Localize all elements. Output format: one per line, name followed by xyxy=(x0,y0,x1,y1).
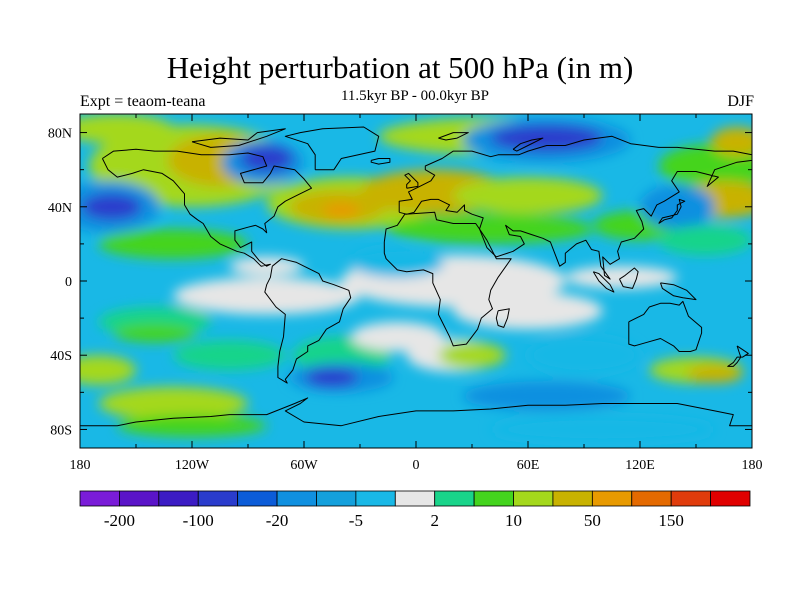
field-region-aus-high-core xyxy=(686,364,743,384)
colorbar-label: -5 xyxy=(349,511,363,530)
field-region-asia-ridge xyxy=(453,177,603,215)
coastline-arctic-islands xyxy=(191,128,286,148)
field-region-chukchi-high xyxy=(710,126,752,157)
colorbar-swatch xyxy=(670,490,711,507)
coastline-madagascar xyxy=(495,308,510,328)
coastline-new-zealand xyxy=(727,345,749,367)
colorbar-label: 2 xyxy=(430,511,439,530)
colorbar-swatch xyxy=(197,490,239,507)
coastline-uk xyxy=(404,172,419,189)
lat-tick-label: 80S xyxy=(50,423,72,438)
coastline-novaya-zemlya xyxy=(512,137,544,152)
field-region-antarctic-ridge-band xyxy=(117,414,267,437)
coastline-antarctica xyxy=(80,397,752,427)
lat-tick-label: 40S xyxy=(50,349,72,364)
season-label: DJF xyxy=(727,93,754,110)
field-region-tropic-neutral-sa xyxy=(173,277,360,315)
field-region-spac-high xyxy=(80,355,136,385)
lat-tick-label: 0 xyxy=(65,275,72,290)
colorbar-swatch xyxy=(710,490,751,507)
field-region-indian-neutral xyxy=(453,292,603,330)
field-region-subtropic-band-pacific xyxy=(98,229,249,259)
field-region-sp-band-1b xyxy=(113,323,196,343)
coastline-svalbard xyxy=(438,132,469,141)
axis-ticks: 180 120W 60W 0 60E 120E 180 80N 40N 0 40S 80S xyxy=(48,114,763,473)
coastline-iceland xyxy=(370,158,391,165)
field-region-sio-weak xyxy=(528,336,640,374)
lat-tick-label: 80N xyxy=(48,127,72,142)
colorbar-swatch xyxy=(158,490,199,507)
lon-tick-label: 60E xyxy=(517,458,540,473)
colorbar-label: -100 xyxy=(183,511,214,530)
field-region-atlantic-high-core xyxy=(322,203,361,218)
field-region-pacific-low-core xyxy=(81,193,142,220)
colorbar-swatch xyxy=(316,490,357,507)
lon-tick-label: 60W xyxy=(290,458,318,473)
colorbar-swatch xyxy=(591,490,633,507)
coastline-greenland xyxy=(284,126,380,171)
colorbar-label: -20 xyxy=(266,511,289,530)
field-region-sp-band-2 xyxy=(173,340,286,371)
lon-tick-label: 120E xyxy=(625,458,655,473)
colorbar-swatch xyxy=(237,490,278,507)
lon-tick-label: 180 xyxy=(70,458,91,473)
coastline-japan xyxy=(658,198,686,224)
colorbar-swatch xyxy=(79,490,120,507)
height-field xyxy=(80,114,752,448)
colorbar-label: 10 xyxy=(505,511,522,530)
lon-tick-label: 180 xyxy=(742,458,763,473)
coastline-north-america xyxy=(101,148,312,267)
field-region-sio-high xyxy=(438,342,506,369)
coastline-south-america xyxy=(264,258,352,384)
coastline-new-guinea xyxy=(660,282,697,301)
field-region-hudson-low-core xyxy=(240,145,293,172)
chart-title: Height perturbation at 500 hPa (in m) xyxy=(166,50,634,85)
lon-tick-label: 0 xyxy=(413,458,420,473)
field-region-antarctic-interior xyxy=(490,416,715,443)
coastline-africa xyxy=(383,211,512,347)
coastlines xyxy=(80,126,752,427)
colorbar-swatch xyxy=(276,490,317,507)
coastline-sumatra xyxy=(592,271,615,293)
field-region-antarctic-low xyxy=(462,381,631,411)
colorbar-swatch xyxy=(355,490,396,507)
field-region-subtropic-band-africa xyxy=(388,214,594,244)
colorbar-swatch xyxy=(473,490,514,507)
field-region-bering-ridge xyxy=(80,114,174,144)
colorbar-swatch xyxy=(434,490,475,507)
chart-subtitle: 11.5kyr BP - 00.0kyr BP xyxy=(340,88,490,104)
colorbar-swatch xyxy=(513,490,554,507)
colorbar-swatch xyxy=(394,490,436,507)
lon-tick-label: 120W xyxy=(175,458,210,473)
experiment-label: Expt = teaom-teana xyxy=(80,93,206,110)
field-region-nw-pacific-band xyxy=(658,225,752,256)
lat-tick-label: 40N xyxy=(48,201,72,216)
coastline-australia xyxy=(628,300,703,352)
field-region-tropic-neutral-maritime xyxy=(565,266,678,289)
colorbar-swatch xyxy=(552,490,593,507)
colorbar-label: -200 xyxy=(104,511,135,530)
colorbar-label: 150 xyxy=(658,511,684,530)
field-region-sa-low-core xyxy=(305,368,359,387)
coastline-eurasia xyxy=(398,135,752,280)
field-region-siberia-low-core xyxy=(490,125,603,152)
colorbar: -200 -100 -20 -5 2 10 50 150 xyxy=(79,490,751,530)
colorbar-swatch xyxy=(119,490,160,507)
colorbar-swatch xyxy=(631,490,672,507)
coastline-borneo xyxy=(619,267,639,289)
colorbar-label: 50 xyxy=(584,511,601,530)
field-region-antarctic-ridge-w xyxy=(98,386,249,421)
